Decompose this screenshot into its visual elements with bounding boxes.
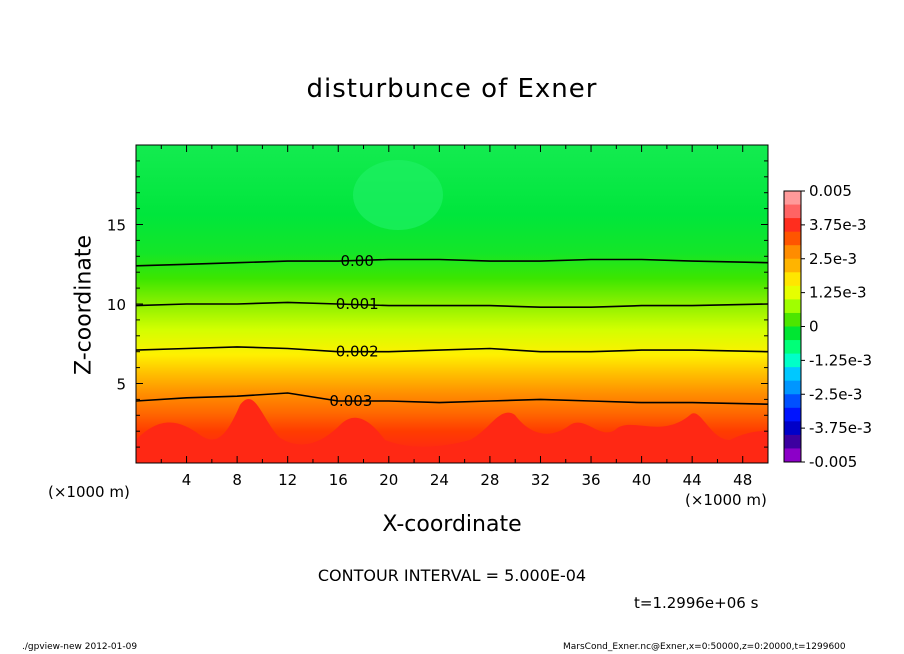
colorbar-label: 1.25e-3 <box>809 284 867 302</box>
contour-labels: 0.00 0.001 0.002 0.003 <box>329 252 379 410</box>
x-tick-label: 44 <box>683 471 702 489</box>
contour-label: 0.003 <box>329 392 372 410</box>
colorbar-swatch <box>784 218 801 233</box>
x-tick-label: 12 <box>278 471 297 489</box>
x-tick-label: 8 <box>232 471 242 489</box>
x-tick-label: 36 <box>581 471 600 489</box>
colorbar-label: 0 <box>809 318 819 336</box>
x-unit-right: (×1000 m) <box>685 491 767 509</box>
colorbar-swatch <box>784 367 801 382</box>
colorbar-swatch <box>784 299 801 314</box>
x-tick-label: 16 <box>329 471 348 489</box>
lower-red-blob <box>136 399 768 463</box>
colorbar-swatch <box>784 340 801 355</box>
x-tick-label: 40 <box>632 471 651 489</box>
contour-line <box>136 346 768 353</box>
colorbar-labels: 0.005 3.75e-3 2.5e-3 1.25e-3 0 -1.25e-3 -2.5e-… <box>801 182 872 471</box>
y-tick-label: 5 <box>116 376 126 394</box>
chart-title: disturbunce of Exner <box>306 74 598 104</box>
upper-bulge <box>353 160 443 230</box>
y-axis-label: Z-coordinate <box>71 235 97 375</box>
contour-line <box>136 392 768 405</box>
x-tick-label: 28 <box>480 471 499 489</box>
x-tick-label: 20 <box>379 471 398 489</box>
y-tick-label: 10 <box>107 296 126 314</box>
colorbar-label: 2.5e-3 <box>809 250 857 268</box>
colorbar-swatch <box>784 407 801 422</box>
x-unit-left: (×1000 m) <box>48 483 130 501</box>
contour-lines <box>136 258 768 405</box>
colorbar-swatch <box>784 204 801 219</box>
colorbar-swatch <box>784 191 801 206</box>
colorbar-label: -1.25e-3 <box>809 351 872 369</box>
colorbar-swatch <box>784 434 801 449</box>
x-tick-label: 24 <box>430 471 449 489</box>
contour-interval: CONTOUR INTERVAL = 5.000E-04 <box>317 566 587 585</box>
x-ticks: 4 8 12 16 20 24 28 32 36 40 44 48 <box>160 145 752 489</box>
colorbar-label: -2.5e-3 <box>809 385 862 403</box>
colorbar-swatch <box>784 272 801 287</box>
y-tick-label: 15 <box>107 217 126 235</box>
contour-label: 0.001 <box>336 295 379 313</box>
colorbar-swatch <box>784 258 801 273</box>
colorbar-swatch <box>784 312 801 327</box>
colorbar-label: 3.75e-3 <box>809 216 867 234</box>
x-axis-label: X-coordinate <box>382 512 522 537</box>
x-tick-label: 48 <box>733 471 752 489</box>
x-tick-label: 4 <box>182 471 192 489</box>
colorbar-swatch <box>784 245 801 260</box>
colorbar-swatch <box>784 353 801 368</box>
y-ticks: 5 10 15 <box>107 160 768 448</box>
colorbar-swatch <box>784 421 801 436</box>
contour-line <box>136 258 768 267</box>
colorbar-swatch <box>784 380 801 395</box>
colorbar-swatch <box>784 326 801 341</box>
colorbar-label: 0.005 <box>809 182 852 200</box>
colorbar-label: -0.005 <box>809 453 857 471</box>
contour-label: 0.002 <box>336 343 379 361</box>
time-label: t=1.2996e+06 s <box>634 594 759 612</box>
contour-line <box>136 301 768 308</box>
colorbar-label: -3.75e-3 <box>809 419 872 437</box>
footer-left: ./gpview-new 2012-01-09 <box>22 642 138 652</box>
colorbar-swatch <box>784 231 801 246</box>
colorbar-swatch <box>784 394 801 409</box>
colorbar-swatch <box>784 285 801 300</box>
footer-right: MarsCond_Exner.nc@Exner,x=0:50000,z=0:20… <box>563 642 846 652</box>
contour-label: 0.00 <box>340 252 373 270</box>
x-tick-label: 32 <box>531 471 550 489</box>
colorbar-swatch <box>784 448 801 463</box>
colorbar <box>784 191 801 463</box>
